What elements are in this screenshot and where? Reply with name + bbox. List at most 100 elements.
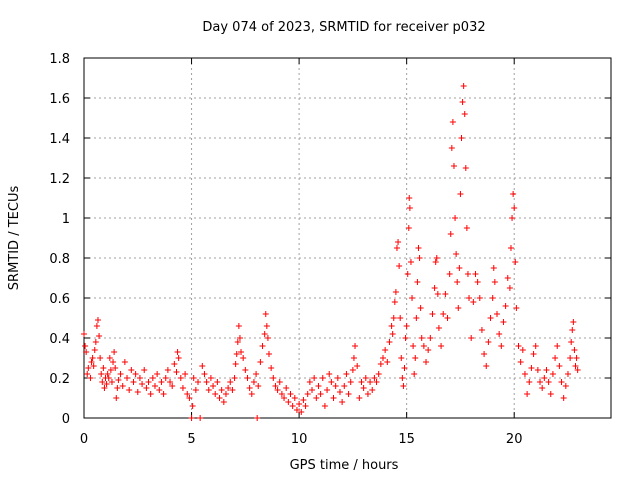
data-point [93,323,100,329]
data-point [405,225,412,231]
data-point [317,391,324,397]
data-point [502,303,509,309]
data-point [404,271,411,277]
data-point [435,325,442,331]
data-point [220,399,227,405]
data-point [510,191,517,197]
data-point [82,343,89,349]
data-point [111,349,118,355]
data-point [254,415,261,421]
data-point [490,265,497,271]
data-point [384,359,391,365]
data-point [98,371,105,377]
data-point [262,311,269,317]
data-point [85,365,92,371]
data-point [128,367,135,373]
data-point [377,361,384,367]
data-point [476,295,483,301]
data-point [417,305,424,311]
data-point [447,231,454,237]
data-point [429,311,436,317]
data-point [521,371,528,377]
data-point [113,395,120,401]
data-point [462,165,469,171]
data-point [470,299,477,305]
data-point [278,391,285,397]
data-point [458,135,465,141]
y-tick-label: 1.8 [49,52,70,67]
data-point [94,317,101,323]
data-point [321,403,328,409]
y-tick-label: 1.2 [49,172,70,187]
data-point [478,327,485,333]
data-point [149,375,156,381]
data-point [253,371,260,377]
data-point [560,395,567,401]
data-point [489,295,496,301]
data-point [456,265,463,271]
data-point [569,327,576,333]
data-point [287,391,294,397]
data-point [222,391,229,397]
data-point [106,355,113,361]
data-point [199,363,206,369]
data-point [448,145,455,151]
y-tick-label: 1.6 [49,92,70,107]
data-point [407,259,414,265]
data-point [154,371,161,377]
data-point [461,111,468,117]
data-point [432,259,439,265]
data-point [190,375,197,381]
data-point [528,365,535,371]
data-point [250,379,257,385]
data-point [293,407,300,413]
data-point [442,291,449,297]
data-point [506,285,513,291]
data-point [356,395,363,401]
data-point [203,379,210,385]
y-tick-label: 0.4 [49,332,70,347]
data-point [409,295,416,301]
data-point [345,391,352,397]
data-point [415,245,422,251]
data-point [532,343,539,349]
data-point [177,375,184,381]
data-point [114,385,121,391]
data-point [298,409,305,415]
data-point [367,379,374,385]
data-point [491,279,498,285]
y-tick-label: 1 [62,212,70,227]
data-point [496,331,503,337]
data-point [373,379,380,385]
data-point [186,395,193,401]
data-point [117,371,124,377]
data-point [452,215,459,221]
data-point [541,375,548,381]
data-point [349,367,356,373]
data-point [425,347,432,353]
data-point [182,371,189,377]
y-tick-label: 0.8 [49,252,70,267]
data-point [105,375,112,381]
data-point [227,379,234,385]
data-point [341,383,348,389]
data-point [201,371,208,377]
data-point [463,225,470,231]
data-point [360,385,367,391]
data-point [167,379,174,385]
data-point [504,275,511,281]
data-point [431,285,438,291]
data-point [375,371,382,377]
data-point [83,349,90,355]
data-point [464,271,471,277]
data-point [257,359,264,365]
data-point [107,367,114,373]
data-point [248,391,255,397]
data-point [240,355,247,361]
data-point [89,355,96,361]
data-point [169,383,176,389]
data-point [412,355,419,361]
data-point [474,279,481,285]
data-point [352,343,359,349]
data-point [400,383,407,389]
